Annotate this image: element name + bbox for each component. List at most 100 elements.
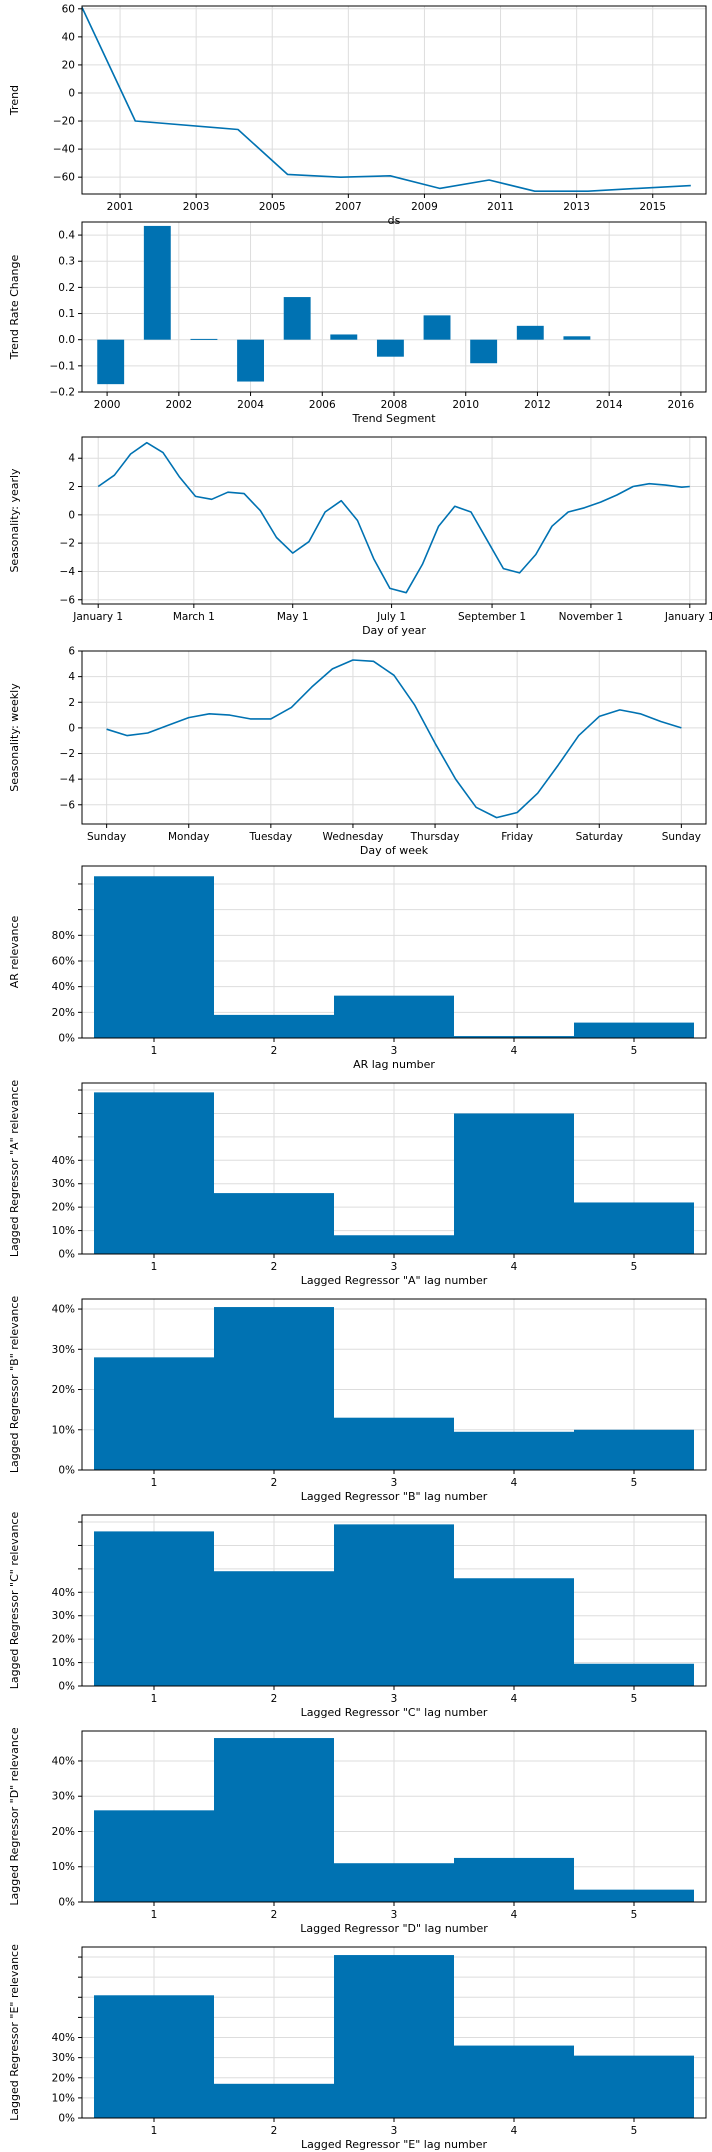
x-tick-label: 1 <box>151 1261 158 1273</box>
y-tick-label: 40% <box>52 2032 75 2044</box>
y-tick-label: 20% <box>52 1634 75 1646</box>
y-tick-label: 40% <box>52 1155 75 1167</box>
x-tick-label: 2004 <box>237 399 264 411</box>
y-tick-label: 20 <box>62 59 75 71</box>
y-tick-label: 60% <box>52 955 75 967</box>
x-tick-label: 4 <box>511 1693 518 1705</box>
bar <box>574 1022 694 1038</box>
y-tick-label: 0.0 <box>58 334 75 346</box>
y-tick-label: 0% <box>58 1249 75 1261</box>
y-tick-label: 60 <box>62 3 75 15</box>
x-tick-label: Friday <box>501 831 533 843</box>
x-tick-label: March 1 <box>173 611 215 623</box>
axes-frame <box>81 650 707 825</box>
y-tick-label: 10% <box>52 1424 75 1436</box>
y-tick-label: 0 <box>68 509 75 521</box>
x-tick-label: 2012 <box>524 399 551 411</box>
bar <box>563 336 591 340</box>
x-tick-label: Sunday <box>662 831 701 843</box>
y-tick-label: 0% <box>58 1465 75 1477</box>
x-tick-label: 4 <box>511 1909 518 1921</box>
y-tick-label: 30% <box>52 1344 75 1356</box>
bar <box>376 339 404 357</box>
y-tick-label: 0.1 <box>58 308 75 320</box>
y-tick-label: 0 <box>68 87 75 99</box>
chart-panel-9: 1 2 3 4 5 0% 10% 20% 30% 40% Lagged Regressor "D" … <box>8 1727 707 1935</box>
y-tick-label: 0% <box>58 1681 75 1693</box>
bar <box>334 1235 454 1254</box>
x-tick-label: 2014 <box>596 399 623 411</box>
x-tick-label: 2009 <box>411 201 438 213</box>
series-line <box>106 659 682 819</box>
bar <box>574 1202 694 1254</box>
bar <box>574 1663 694 1686</box>
bar <box>574 1429 694 1470</box>
x-tick-label: 2007 <box>335 201 362 213</box>
y-axis-label: Lagged Regressor "B" relevance <box>8 1296 21 1474</box>
y-tick-label: 80% <box>52 930 75 942</box>
x-tick-label: Sunday <box>87 831 126 843</box>
y-axis-label: Lagged Regressor "E" relevance <box>8 1944 21 2121</box>
x-tick-label: 3 <box>391 1477 398 1489</box>
y-axis-label: Lagged Regressor "A" relevance <box>8 1080 21 1258</box>
y-tick-label: 0.2 <box>58 282 75 294</box>
x-tick-label: Monday <box>168 831 209 843</box>
y-tick-label: 40 <box>62 31 75 43</box>
x-tick-label: 5 <box>631 1261 638 1273</box>
y-tick-label: 40% <box>52 1304 75 1316</box>
bar <box>334 1863 454 1902</box>
y-tick-label: 4 <box>68 671 75 683</box>
chart-panel-1: 2001 2003 2005 2007 2009 2011 2013 2015 −60 −40 −2… <box>8 3 707 227</box>
x-tick-label: 2 <box>271 1693 278 1705</box>
chart-panel-2: 2000 2002 2004 2006 2008 2010 2012 2014 2016 −0.2… <box>8 221 707 425</box>
bar <box>470 339 498 364</box>
x-tick-label: 2 <box>271 1477 278 1489</box>
bar <box>454 1578 574 1686</box>
chart-panel-3: January 1 March 1 May 1 July 1 September 1 No… <box>8 436 712 637</box>
y-tick-label: −40 <box>53 144 75 156</box>
bar <box>334 1417 454 1470</box>
x-tick-label: 2000 <box>94 399 121 411</box>
x-axis-label: Lagged Regressor "E" lag number <box>301 2138 487 2151</box>
x-tick-label: Saturday <box>576 831 623 843</box>
y-tick-label: −6 <box>60 594 76 606</box>
x-axis-label: Day of year <box>362 624 426 637</box>
bar <box>214 1014 334 1038</box>
y-tick-label: 0.4 <box>58 230 75 242</box>
bar <box>214 1307 334 1470</box>
y-tick-label: 2 <box>68 697 75 709</box>
x-tick-label: 2016 <box>668 399 695 411</box>
y-tick-label: 0% <box>58 2113 75 2125</box>
x-tick-label: 5 <box>631 1045 638 1057</box>
x-tick-label: 2003 <box>183 201 210 213</box>
y-tick-label: 20% <box>52 1007 75 1019</box>
bar <box>214 2083 334 2118</box>
y-tick-label: 30% <box>52 1178 75 1190</box>
bar <box>97 339 125 385</box>
y-tick-label: −6 <box>60 799 76 811</box>
x-axis-label: Lagged Regressor "D" lag number <box>300 1922 488 1935</box>
x-tick-label: May 1 <box>277 611 309 623</box>
x-tick-label: 2001 <box>107 201 134 213</box>
x-tick-label: 2013 <box>563 201 590 213</box>
x-tick-label: November 1 <box>559 611 624 623</box>
series-line <box>97 441 690 594</box>
x-tick-label: 4 <box>511 1045 518 1057</box>
chart-panel-4: Sunday Monday Tuesday Wednesday Thursday Frid… <box>8 646 707 857</box>
x-tick-label: 2 <box>271 2125 278 2137</box>
x-tick-label: 3 <box>391 1261 398 1273</box>
x-tick-label: Tuesday <box>248 831 292 843</box>
x-tick-label: 5 <box>631 1477 638 1489</box>
x-axis-label: Lagged Regressor "A" lag number <box>301 1274 488 1287</box>
y-tick-label: 0.3 <box>58 256 75 268</box>
x-tick-label: 2011 <box>487 201 514 213</box>
x-tick-label: 1 <box>151 1693 158 1705</box>
x-tick-label: January 1 <box>664 611 712 623</box>
x-tick-label: 3 <box>391 1909 398 1921</box>
bar <box>214 1193 334 1254</box>
x-tick-label: July 1 <box>376 611 406 623</box>
x-tick-label: September 1 <box>458 611 526 623</box>
y-tick-label: 20% <box>52 1202 75 1214</box>
axes-frame <box>81 436 707 605</box>
